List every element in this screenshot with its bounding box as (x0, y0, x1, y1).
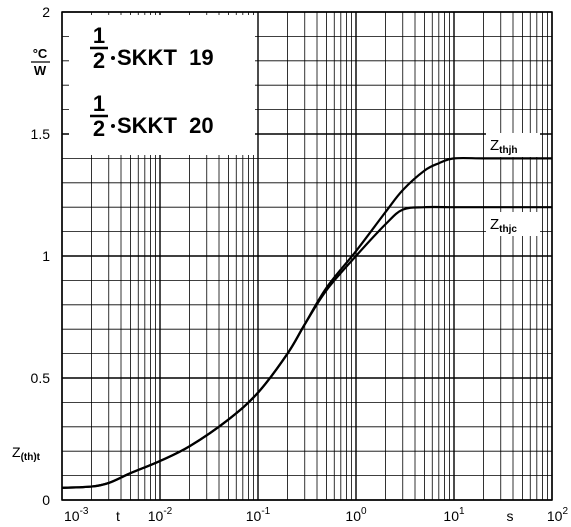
y-tick-label: 1.5 (31, 126, 51, 142)
plot-frame (61, 11, 553, 501)
title-2-text: SKKT 20 (117, 113, 214, 138)
title-1-text: SKKT 19 (117, 45, 214, 70)
x-tick-label: 10-3 (64, 506, 89, 524)
title-line-1: 1 2 SKKT 19 (90, 23, 214, 73)
title-1-fraction-den: 2 (93, 48, 105, 73)
x-axis-label: t (116, 508, 120, 524)
y-tick-label: 1 (42, 248, 50, 264)
x-tick-label: 10-2 (148, 506, 173, 524)
title-1-fraction-num: 1 (93, 23, 105, 48)
y-axis-label: Z(th)t (12, 444, 41, 463)
y-unit: °C W (31, 46, 50, 78)
y-unit-num: °C (33, 46, 48, 61)
title-box (69, 15, 255, 155)
x-axis-unit: s (507, 508, 514, 524)
title-line-2: 1 2 SKKT 20 (90, 91, 214, 141)
axis-labels: 0 0.5 1 1.5 2 10-3 10-2 10-1 100 101 102 (31, 4, 569, 524)
y-tick-label: 0 (42, 492, 50, 508)
y-tick-label: 0.5 (31, 370, 51, 386)
x-tick-label: 100 (345, 506, 367, 524)
title-2-fraction-den: 2 (93, 116, 105, 141)
curve-label-thjh-text: Zthjh (490, 137, 518, 156)
curve-label-thjh: Zthjh (486, 133, 540, 157)
series-line-thjc (61, 205, 552, 489)
y-unit-den: W (34, 63, 47, 78)
y-tick-label: 2 (42, 4, 50, 20)
x-tick-label: 102 (547, 506, 569, 524)
curve-label-thjc-text: Zthjc (490, 216, 517, 235)
title-2-dot (111, 124, 115, 128)
title-2-fraction-num: 1 (93, 91, 105, 116)
series-layer (61, 156, 552, 489)
x-tick-label: 10-1 (246, 506, 271, 524)
title-1-dot (111, 56, 115, 60)
curve-label-thjc: Zthjc (486, 212, 540, 236)
x-tick-label: 101 (443, 506, 465, 524)
